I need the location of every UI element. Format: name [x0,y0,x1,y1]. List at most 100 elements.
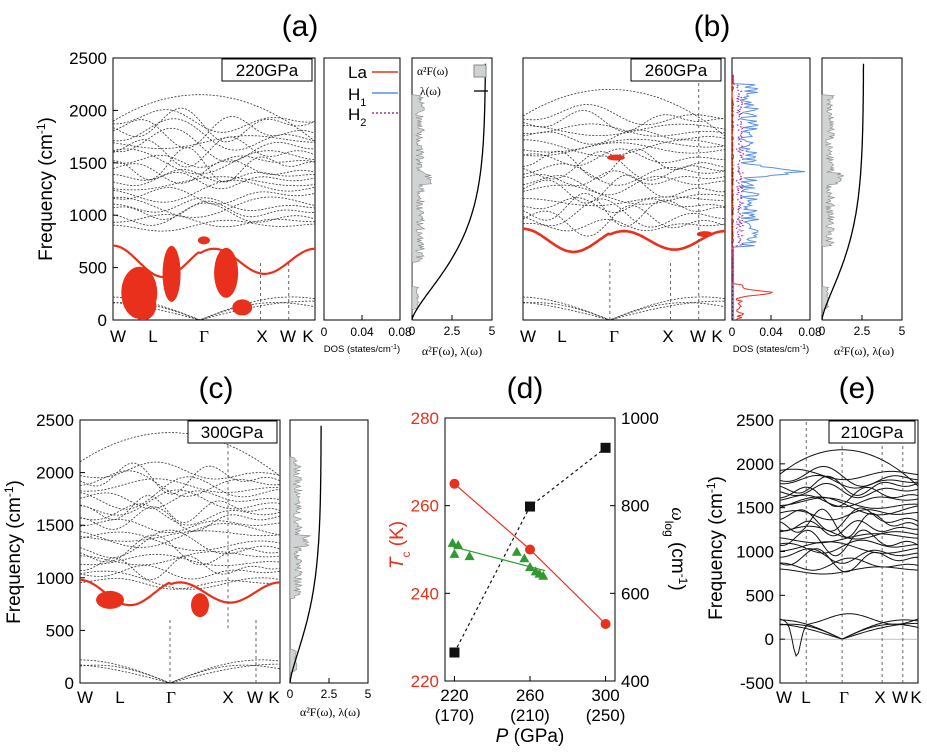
panel-b-frame [522,57,726,321]
phonon-branch-6 [523,192,725,227]
dos-xtick-label-1: 0.04 [350,325,374,339]
ytick-right-label-1: 600 [621,584,649,603]
xtick-label-2: 300 [591,686,619,705]
panel-a-eliash-legend: α²F(ω) λ(ω) [417,64,488,98]
phonon-branch-19 [523,139,725,157]
ytick-label-1: 500 [46,621,74,640]
phonon-branch-4 [80,570,280,590]
phonon-branch-9 [780,529,918,557]
panel-a-eliash-xlabel: α²F(ω), λ(ω) [422,344,482,358]
panel-b-pressure-box [630,58,722,82]
phonon-branch-22 [80,470,280,497]
path-label-5: K [268,688,280,707]
ytick-label-3: 1000 [736,543,774,562]
ytick-label-4: 2000 [69,101,107,120]
eliash-xtick-label-1: 2.5 [854,324,871,338]
panel-c-frame [79,419,281,684]
ytick-label-5: 2500 [36,411,74,430]
phonon-branch-22 [780,475,918,489]
imaginary-mode-branch [780,613,918,657]
el-ph-coupling-0 [96,590,124,609]
phonon-branch-3 [80,578,280,590]
phonon-branch-2 [780,622,918,640]
phonon-branch-18 [113,136,315,168]
panel-e-pressure-box [828,420,916,444]
path-label-3: X [256,327,267,346]
exp-point-4 [511,546,522,556]
phonon-branch-0 [523,302,725,320]
exp-point-5 [519,553,530,563]
ytick-right-label-2: 800 [621,497,649,516]
phonon-branch-14 [80,519,280,533]
ytick-label-1: 500 [79,259,107,278]
phonon-branch-9 [523,184,725,205]
panel-b-dos-xlabel: DOS (states/cm-1) [733,344,809,356]
panel-c-eliash-xticks: 0 2.5 5 [287,678,372,701]
path-label-5: K [711,327,723,346]
phonon-branch-13 [80,523,280,548]
exp-point-1 [449,548,460,558]
phonon-branch-24 [113,109,315,133]
eliash-xtick-label-0: 0 [819,324,826,338]
phonon-branch-17 [780,497,918,509]
panel-b-eliash-frame [821,57,903,321]
phonon-branch-1 [523,296,725,320]
phonon-branch-23 [113,107,315,143]
phonon-branch-25 [780,449,918,487]
panel-c: 0 500 1000 1500 2000 2500 Frequency (cm-1) 30… [2,411,372,719]
panel-label-a: (a) [282,10,319,43]
phonon-branch-6 [80,555,280,581]
phonon-branch-24 [780,468,918,481]
eliash-xtick-label-0: 0 [287,687,294,701]
phonon-branch-2 [80,663,280,683]
panel-c-yticks: 0 500 1000 1500 2000 2500 [36,411,85,693]
phonon-branch-9 [113,187,315,205]
path-label-1: L [557,327,566,346]
dos-la-curve [731,74,773,321]
phonon-branch-11 [80,531,280,551]
eliash-xtick-label-2: 5 [365,687,372,701]
eliash-xtick-label-1: 2.5 [444,324,461,338]
legend-a2f-swatch [473,64,487,78]
phonon-branch-18 [80,489,280,516]
panel-e-ylabel: Frequency (cm-1) [704,476,727,620]
dos-xtick-label-1: 0.04 [759,325,783,339]
phonon-branch-22 [523,123,725,136]
panel-e: -500 0 500 1000 1500 2000 2500 Frequency (cm-1… [704,411,922,707]
panel-b-dos-curves [731,74,806,321]
phonon-branch-12 [523,170,725,186]
panel-a-eliash-xticks: 0 2.5 5 [409,315,496,338]
dos-h2-curve [325,85,336,320]
eliash-xtick-label-0: 0 [409,324,416,338]
path-label-4: W [247,688,263,707]
phonon-branch-5 [523,198,725,228]
phonon-branch-8 [523,196,725,207]
phonon-branch-19 [80,490,280,509]
wlog-point-1 [525,501,535,512]
panel-label-c: (c) [199,372,234,405]
exp-point-0 [447,537,458,547]
path-label-3: X [874,688,885,707]
phonon-branch-17 [80,495,280,524]
lambda-curve [411,63,487,321]
panel-c-eliash-xlabel: α²F(ω), λ(ω) [300,705,360,719]
panel-a-dos-legend: La H1 H2 [348,63,398,129]
xtick-sublabel-1: (210) [510,706,550,725]
path-label-1: L [115,688,124,707]
phonon-branch-14 [780,507,918,532]
phonon-branch-18 [780,494,918,508]
panel-c-pressure-box [187,420,278,444]
exp-point-3 [464,551,475,561]
legend-lambda-label: λ(ω) [420,86,441,98]
phonon-branch-18 [523,138,725,153]
xtick-sublabel-2: (250) [586,706,626,725]
path-label-1: L [148,327,157,346]
phonon-branch-24 [523,104,725,126]
path-label-0: W [77,688,93,707]
ytick-label-5: 2500 [69,49,107,68]
xtick-label-1: 260 [516,686,544,705]
panel-e-dispersion [780,420,918,683]
path-label-5: K [302,327,314,346]
